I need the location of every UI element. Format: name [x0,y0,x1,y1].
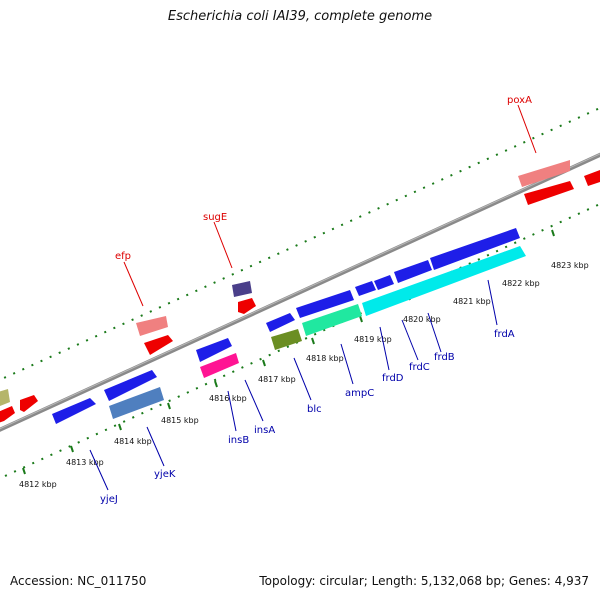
gene-arrow[interactable] [238,298,256,314]
top-strand-genes [0,160,600,423]
backbone-highlight [0,153,600,430]
gene-arrow[interactable] [20,395,38,412]
scale-tick [167,402,171,410]
gene-arrow[interactable] [302,304,362,336]
gene-arrow[interactable] [104,370,157,401]
scale-tick-label: 4818 kbp [306,354,344,363]
gene-label-frdC[interactable]: frdC [409,362,430,373]
tick-labels: 4812 kbp 4813 kbp 4814 kbp 4815 kbp 4816 kbp… [19,261,589,489]
scale-tick-label: 4823 kbp [551,261,589,270]
gene-label-yjeJ[interactable]: yjeJ [100,494,118,505]
outer-tick-ring [0,107,600,381]
scale-tick [551,229,555,237]
gene-arrow[interactable] [0,389,10,406]
genome-summary: Topology: circular; Length: 5,132,068 bp… [259,574,589,588]
gene-arrow[interactable] [200,353,239,378]
scale-tick [70,445,74,453]
gene-arrow[interactable] [518,160,570,187]
gene-label-frdB[interactable]: frdB [434,352,455,363]
map-title: Escherichia coli IAI39, complete genome [167,9,433,24]
label-leaders [89,104,537,491]
gene-label-insB[interactable]: insB [228,435,249,446]
scale-tick-label: 4814 kbp [114,437,152,446]
scale-tick-label: 4820 kbp [403,315,441,324]
scale-tick-label: 4815 kbp [161,416,199,425]
gene-arrow[interactable] [0,406,15,423]
scale-tick-label: 4816 kbp [209,394,247,403]
gene-label-frdA[interactable]: frdA [494,329,515,340]
gene-arrow[interactable] [524,181,574,205]
gene-label-yjeK[interactable]: yjeK [154,469,176,480]
gene-label-group: poxA sugE efp frdA frdB frdC frdD ampC b… [100,95,532,505]
accession-label: Accession: NC_011750 [10,574,147,588]
gene-label-insA[interactable]: insA [254,425,275,436]
backbone-line [0,152,600,432]
gene-arrow[interactable] [144,335,173,355]
scale-tick [359,315,363,323]
gene-arrow[interactable] [394,260,432,283]
gene-label-ampC[interactable]: ampC [345,388,374,399]
gene-label-efp[interactable]: efp [115,251,131,262]
gene-arrow[interactable] [296,290,354,318]
gene-arrow[interactable] [232,281,252,297]
gene-arrow[interactable] [374,275,394,290]
gene-label-frdD[interactable]: frdD [382,373,404,384]
gene-arrow[interactable] [584,170,600,186]
gene-arrow[interactable] [136,316,168,336]
gene-arrow[interactable] [430,228,520,270]
gene-arrow[interactable] [109,387,164,419]
scale-tick-label: 4819 kbp [354,335,392,344]
inner-tick-ring [4,203,600,477]
scale-tick [118,423,122,431]
gene-arrow[interactable] [355,281,376,296]
gene-label-blc[interactable]: blc [307,404,322,415]
gene-arrow[interactable] [271,329,302,350]
gene-label-sugE[interactable]: sugE [203,212,227,223]
gene-arrow[interactable] [362,246,526,316]
scale-tick-label: 4812 kbp [19,480,57,489]
gene-arrow[interactable] [52,398,96,424]
scale-tick-label: 4822 kbp [502,279,540,288]
gene-arrow[interactable] [196,338,232,362]
scale-tick [22,467,26,475]
scale-tick-label: 4817 kbp [258,375,296,384]
bottom-strand-genes [52,228,526,424]
gene-arrow[interactable] [266,313,295,332]
scale-tick-label: 4821 kbp [453,297,491,306]
scale-tick [262,359,266,367]
gene-label-poxA[interactable]: poxA [507,95,532,106]
scale-tick [311,337,315,345]
scale-tick [214,380,218,388]
scale-tick-label: 4813 kbp [66,458,104,467]
